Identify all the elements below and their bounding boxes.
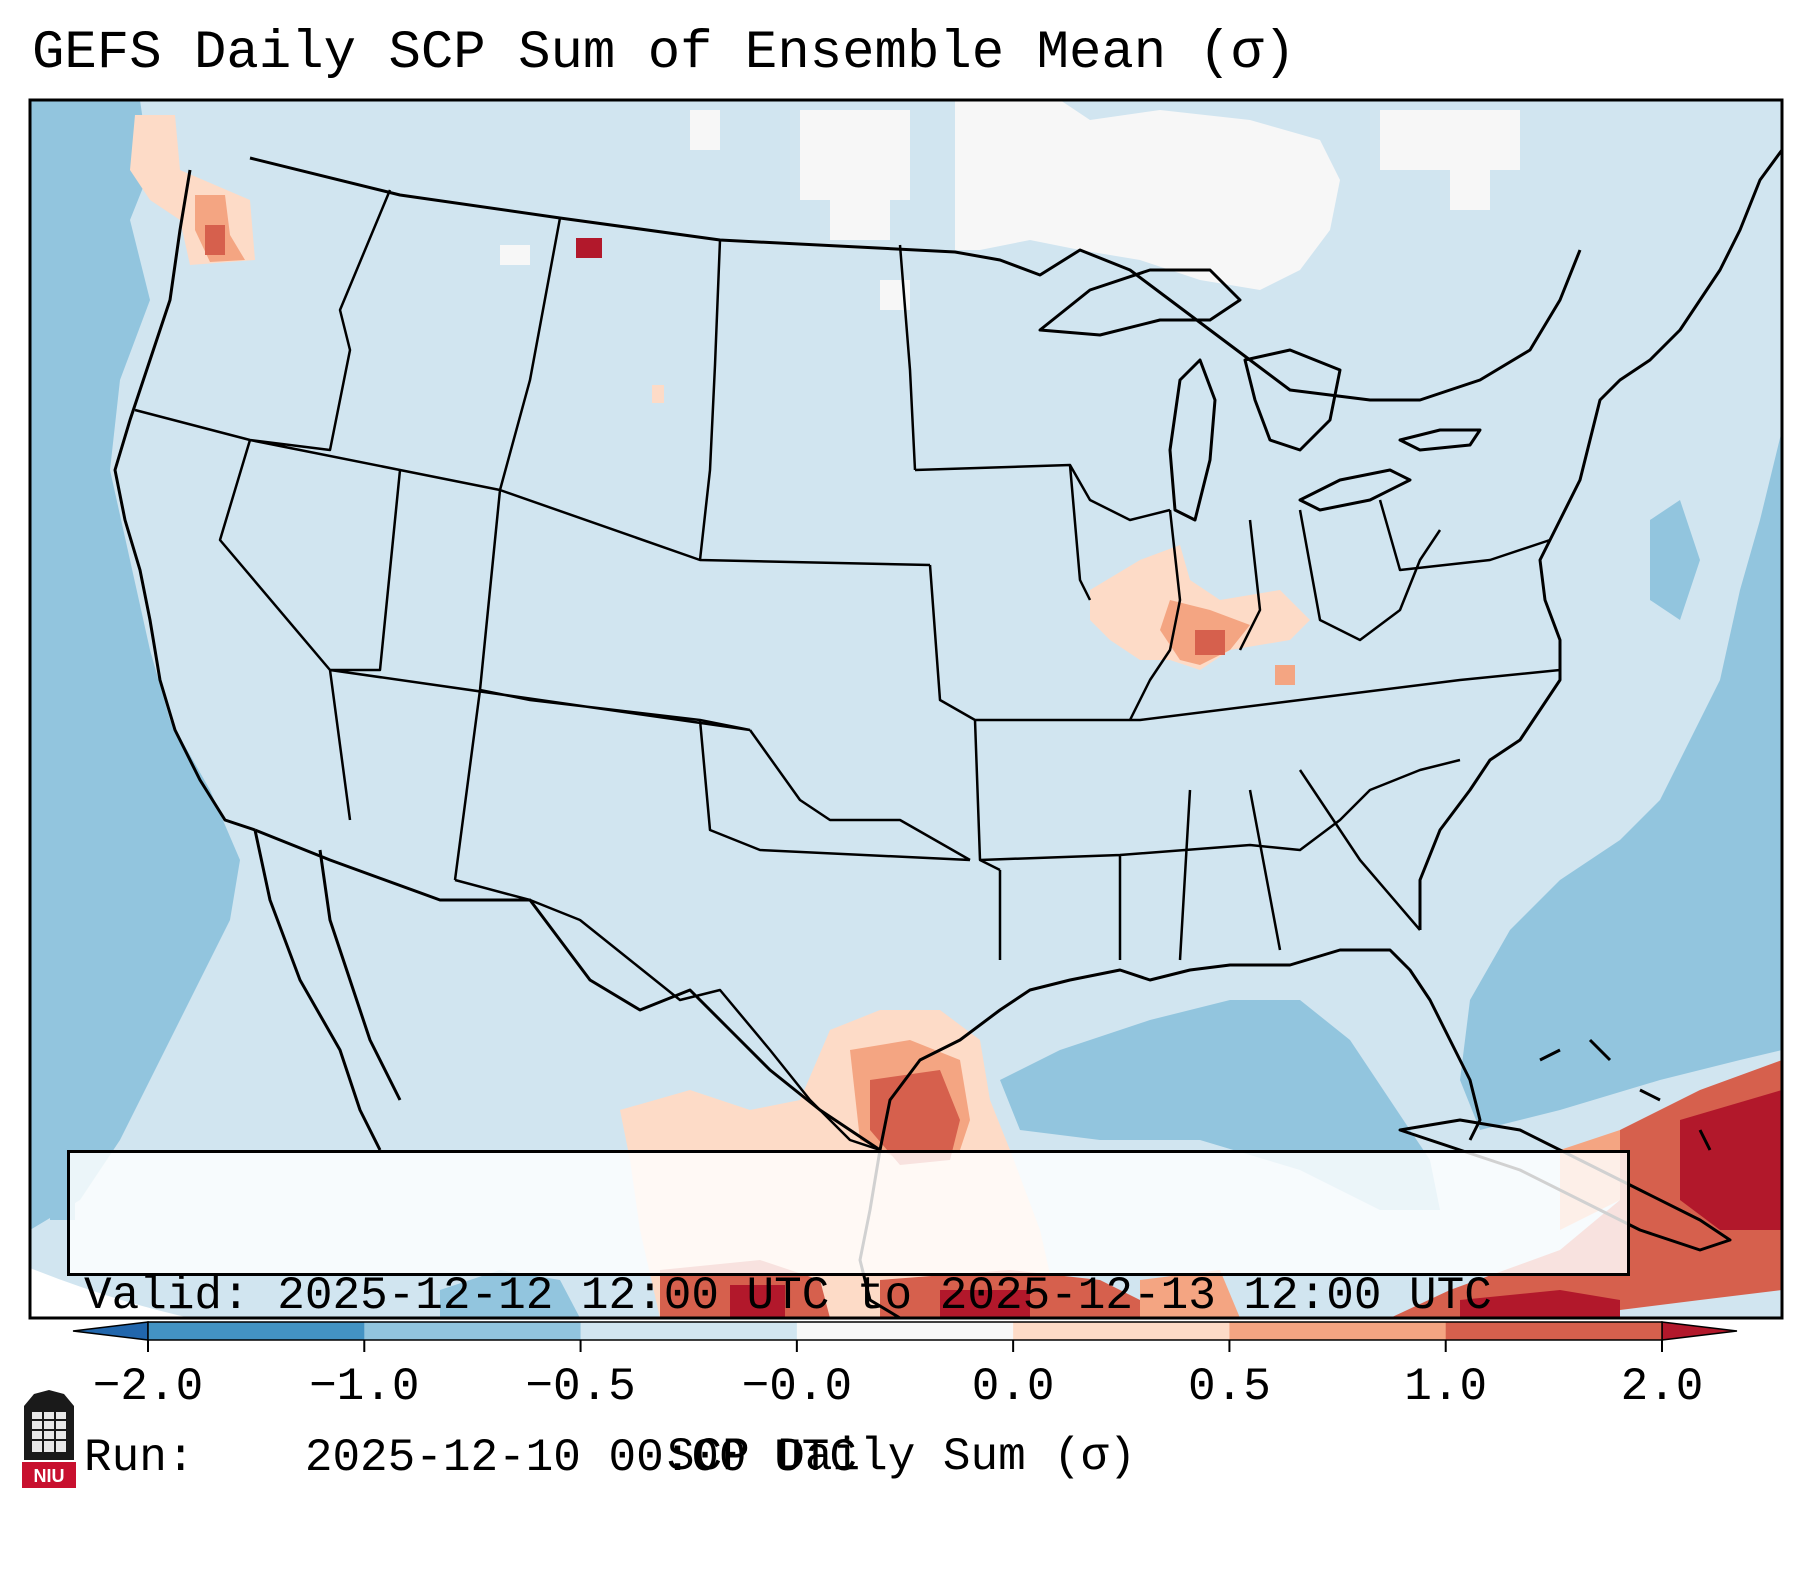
- colorbar: [72, 1321, 1738, 1352]
- colorbar-tick-label: 0.0: [971, 1361, 1055, 1413]
- colorbar-bin: [1229, 1322, 1447, 1340]
- coastline-baja: [253, 829, 382, 1151]
- valid-run-info-box: Valid: 2025-12-12 12:00 UTC to 2025-12-1…: [67, 1150, 1630, 1484]
- colorbar-tick-label: −0.0: [741, 1361, 853, 1413]
- mexico-east-fringe: [1140, 1270, 1240, 1318]
- valid-line: Valid: 2025-12-12 12:00 UTC to 2025-12-1…: [84, 1269, 1613, 1323]
- pacific-northwest-max: [205, 225, 225, 255]
- niu-logo-text: NIU: [34, 1466, 65, 1486]
- border-us-mexico: [254, 828, 881, 1152]
- figure-title: GEFS Daily SCP Sum of Ensemble Mean (σ): [32, 23, 1296, 84]
- colorbar-tick-label: 0.5: [1188, 1361, 1271, 1413]
- state-borders: [134, 189, 1561, 1152]
- map-frame: [28, 98, 1784, 1320]
- off-projection-corner: [30, 1268, 190, 1318]
- canada-near-zero-block: [690, 110, 720, 150]
- ohio-valley-max: [1195, 630, 1225, 655]
- canada-near-zero-region: [955, 100, 1340, 290]
- valid-label: Valid:: [84, 1270, 250, 1322]
- cuba-caribbean-core: [1680, 1090, 1782, 1230]
- atlantic-below-normal-region: [1460, 430, 1782, 1130]
- coastline-gulf: [878, 948, 1482, 1151]
- canada-near-zero-block: [800, 110, 910, 200]
- colorbar-bin: [796, 1322, 1014, 1340]
- lake-huron: [1243, 348, 1342, 452]
- colorbar-over-extension: [1661, 1321, 1738, 1341]
- figure: GEFS Daily SCP Sum of Ensemble Mean (σ): [22, 23, 1784, 1488]
- pacific-below-normal-region: [30, 100, 240, 1230]
- run-time: 2025-12-10 00:00 UTC: [304, 1432, 857, 1484]
- lake-superior: [1038, 268, 1242, 337]
- coastline-east: [1418, 149, 1782, 930]
- bahamas-islands: [1539, 1038, 1712, 1151]
- colorbar-tick-label: 1.0: [1404, 1361, 1488, 1413]
- colorbar-bin: [148, 1322, 365, 1340]
- canada-near-zero-block: [1450, 170, 1490, 210]
- colorbar-bin: [1445, 1322, 1663, 1340]
- gulf-bottom-below-normal-region: [440, 1270, 580, 1318]
- lake-michigan: [1168, 358, 1217, 522]
- texas-coast-max: [870, 1070, 960, 1165]
- colorbar-bin: [1013, 1322, 1230, 1340]
- mexico-east-max: [940, 1290, 1030, 1318]
- kentucky-small-anomaly: [1275, 665, 1295, 685]
- niu-logo: NIU: [22, 1390, 76, 1488]
- mexico-south-max: [730, 1285, 785, 1318]
- wyoming-small-anomaly: [652, 385, 664, 403]
- lake-ontario: [1398, 428, 1482, 452]
- canada-near-zero-block: [500, 245, 530, 265]
- atlantic-below-normal-region: [1650, 500, 1700, 620]
- map-panel: [30, 100, 1782, 1318]
- montana-hotspot: [576, 238, 602, 258]
- colorbar-bin: [364, 1322, 582, 1340]
- valid-time-range: 2025-12-12 12:00 UTC to 2025-12-13 12:00…: [277, 1270, 1492, 1322]
- colorbar-label: SCP Daily Sum (σ): [666, 1431, 1137, 1483]
- run-line: Run: 2025-12-10 00:00 UTC: [84, 1431, 1613, 1485]
- canada-near-zero-block: [830, 200, 890, 240]
- colorbar-tick-label: 2.0: [1620, 1361, 1704, 1413]
- colorbar-tick-label: −1.0: [309, 1361, 420, 1413]
- run-label: Run:: [84, 1432, 195, 1484]
- caribbean-south-max: [1460, 1290, 1620, 1318]
- coastline-west: [113, 169, 256, 832]
- coastline-gulf-of-california: [318, 849, 402, 1101]
- colorbar-frame: [147, 1321, 1663, 1341]
- colorbar-bin: [580, 1322, 798, 1340]
- colorbar-tick-label: −0.5: [525, 1361, 636, 1413]
- lake-erie: [1298, 468, 1412, 512]
- pacific-block: [40, 1050, 80, 1080]
- canada-near-zero-block: [1380, 110, 1520, 170]
- map-svg: [28, 98, 1784, 1352]
- colorbar-tick-label: −2.0: [92, 1361, 204, 1413]
- map-outlines: [113, 149, 1782, 1318]
